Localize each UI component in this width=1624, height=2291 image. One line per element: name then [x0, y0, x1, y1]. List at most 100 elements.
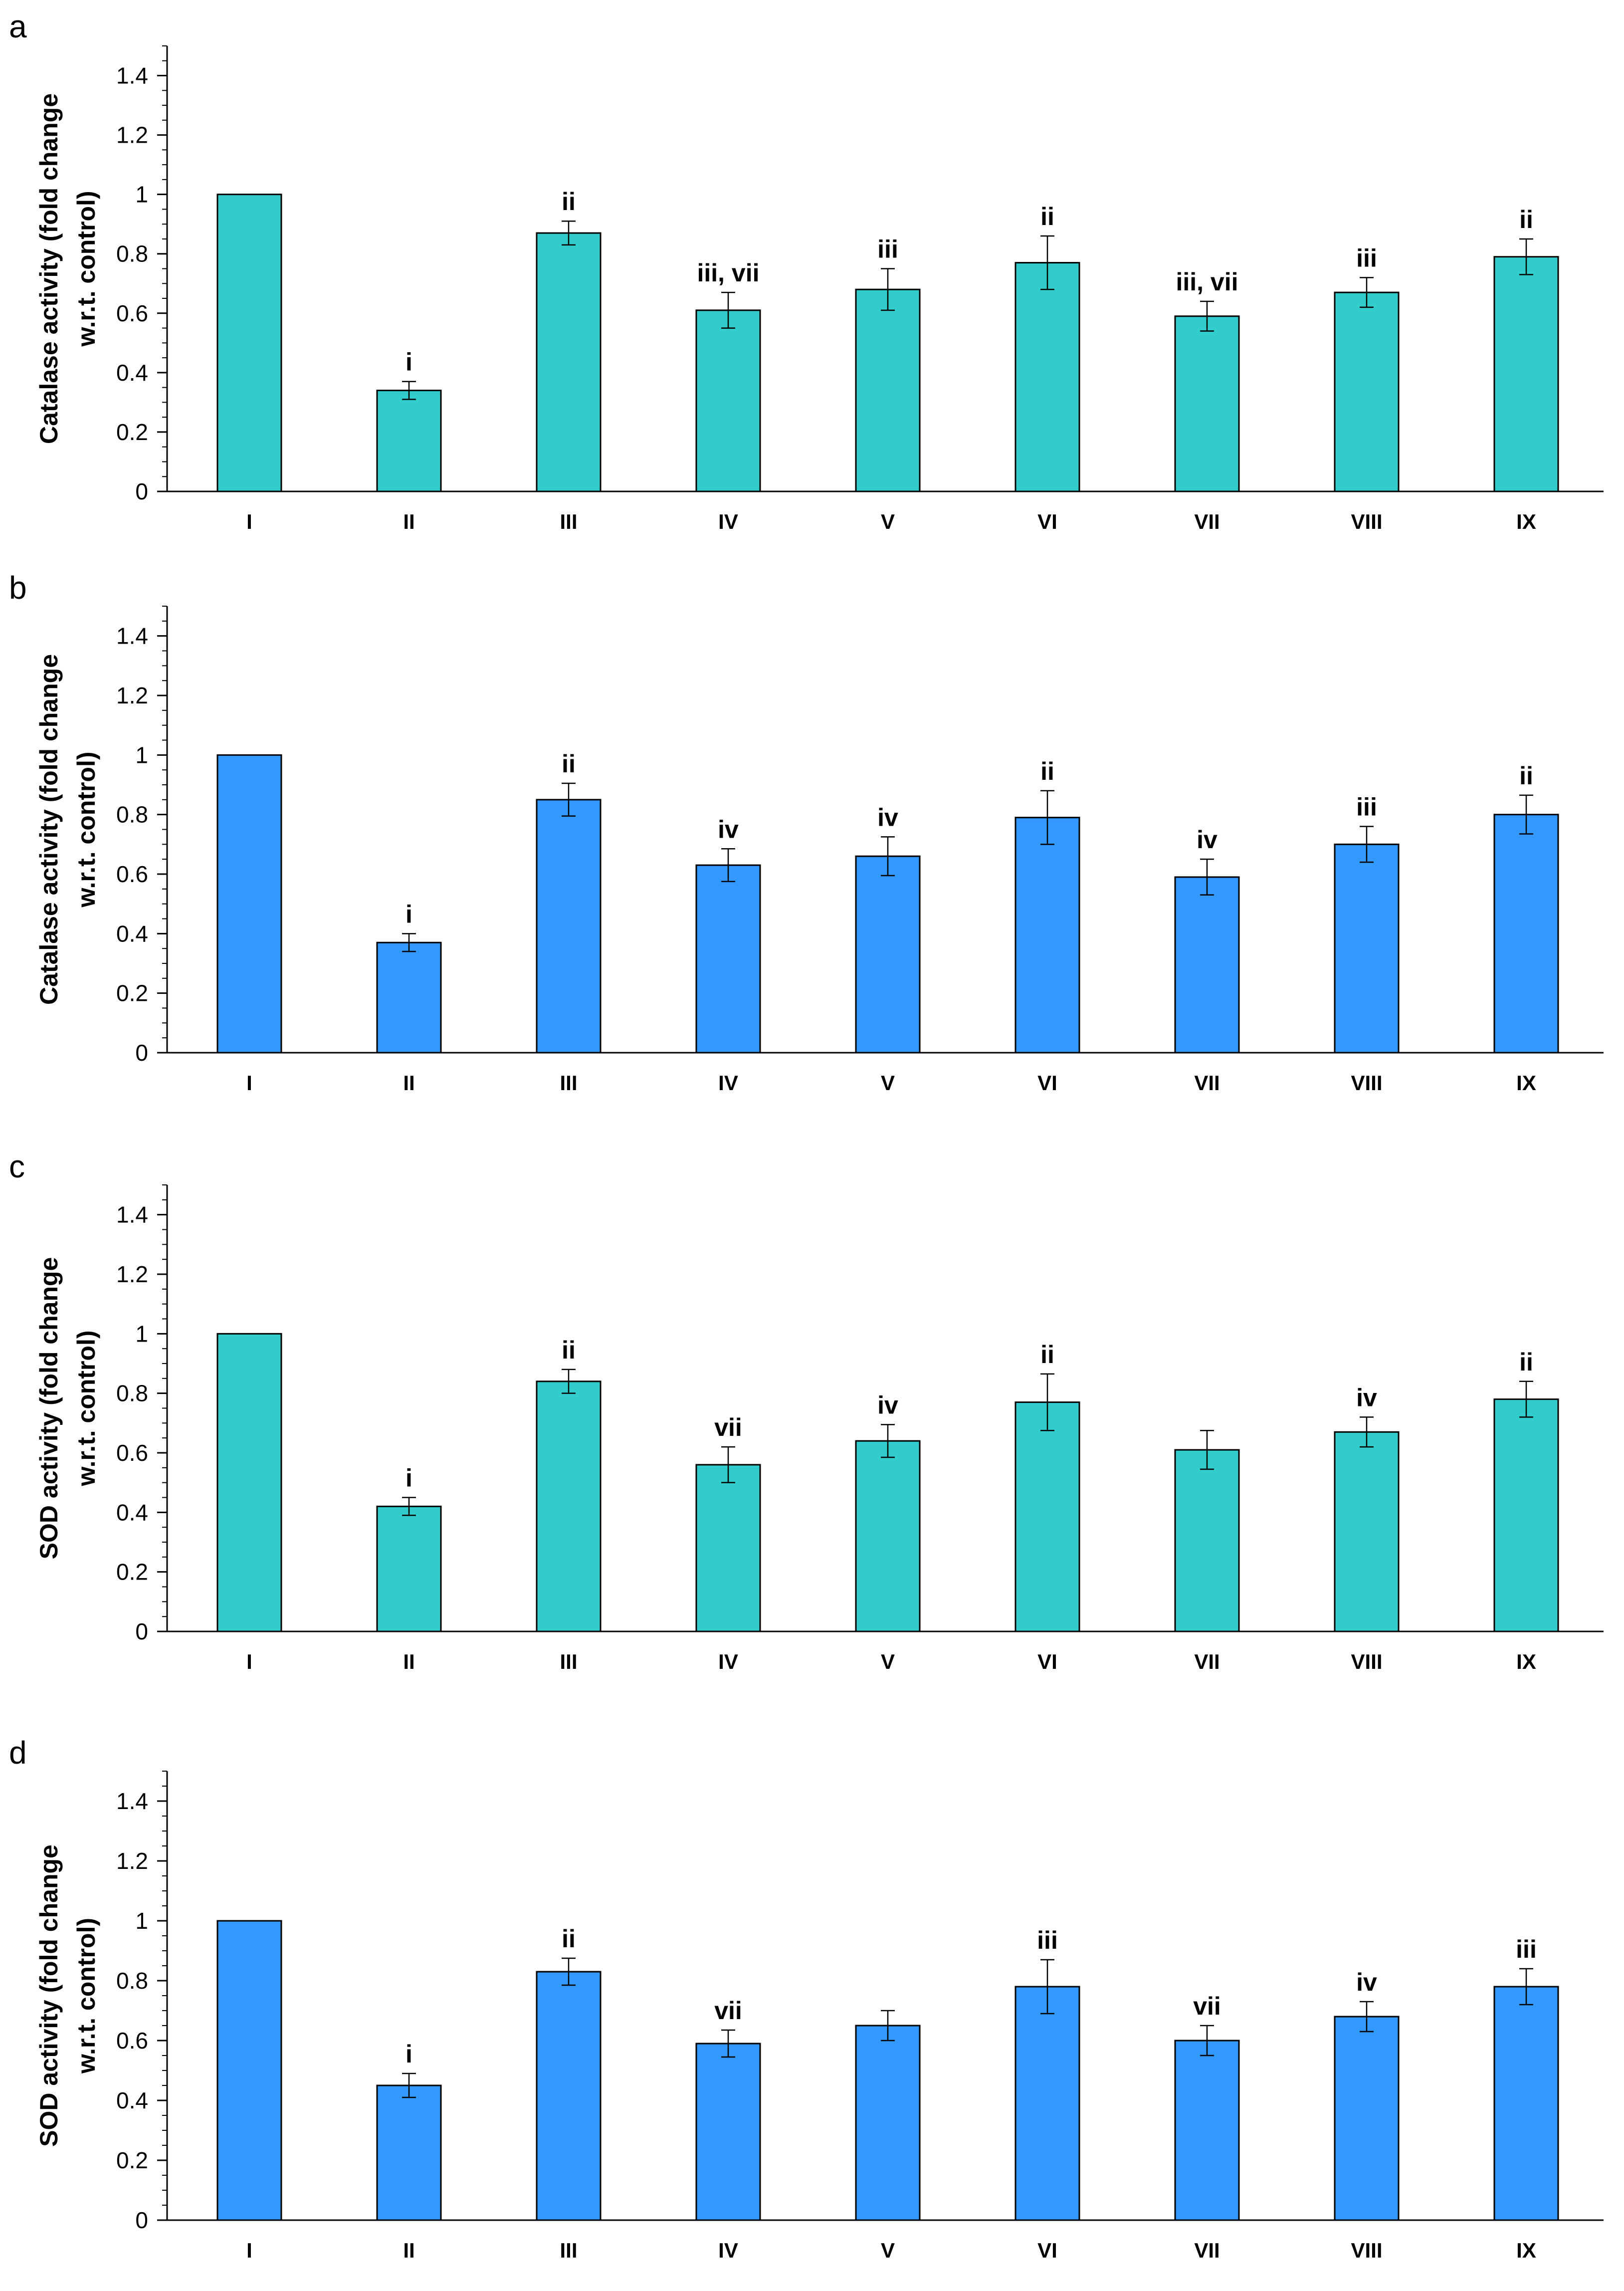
bar — [1334, 2016, 1400, 2221]
bar — [1334, 1431, 1400, 1632]
y-tick-label: 1.2 — [116, 1848, 148, 1874]
bar — [536, 1971, 602, 2221]
y-tick-label: 1 — [135, 742, 148, 768]
bar — [695, 1464, 761, 1632]
category-label: III — [560, 510, 577, 533]
category-label: II — [403, 1650, 414, 1673]
category-label: VIII — [1351, 2239, 1382, 2262]
bar — [376, 1505, 442, 1632]
significance-label: ii — [1040, 1341, 1054, 1369]
category-label: I — [246, 2239, 252, 2262]
category-label: VIII — [1351, 1650, 1382, 1673]
bar — [1493, 256, 1559, 492]
bar — [1015, 262, 1080, 492]
y-tick-label: 0.4 — [116, 2087, 148, 2113]
significance-label: ii — [1519, 1348, 1533, 1376]
category-label: III — [560, 1650, 577, 1673]
chart-panel-a: a 0 0.2 0.4 0.6 0.8 1 1.2 1.4 Catalase activity (… — [9, 8, 1604, 533]
y-tick-label: 0.8 — [116, 802, 148, 828]
category-label: IV — [718, 1650, 738, 1673]
y-tick-label: 1.4 — [116, 63, 148, 89]
y-tick-label: 0.8 — [116, 241, 148, 267]
significance-label: i — [406, 1464, 412, 1492]
category-label: VII — [1194, 510, 1219, 533]
y-tick-label: 0.2 — [116, 980, 148, 1006]
category-label: V — [881, 510, 895, 533]
category-label: IX — [1516, 1650, 1536, 1673]
panel-letter: d — [9, 1735, 27, 1771]
y-axis-label: Catalase activity (fold change — [35, 93, 63, 444]
bar — [1174, 876, 1240, 1054]
bar — [1334, 843, 1400, 1054]
bar — [1493, 1986, 1559, 2221]
panel-letter: a — [9, 8, 27, 44]
y-tick-label: 0.6 — [116, 300, 148, 326]
bar — [216, 194, 282, 492]
category-label: VIII — [1351, 510, 1382, 533]
significance-label: vii — [714, 1413, 742, 1441]
y-tick-label: 0 — [135, 1040, 148, 1066]
y-tick-label: 0.4 — [116, 1499, 148, 1525]
category-label: IX — [1516, 1071, 1536, 1095]
significance-label: iii — [877, 235, 898, 263]
significance-label: ii — [1040, 203, 1054, 230]
bar — [536, 799, 602, 1054]
chart-panel-b: b 0 0.2 0.4 0.6 0.8 1 1.2 1.4 Catalase activity (… — [9, 570, 1604, 1095]
significance-label: vii — [1193, 1992, 1221, 2020]
category-label: III — [560, 2239, 577, 2262]
bar — [1015, 817, 1080, 1054]
bar — [695, 2043, 761, 2221]
bar — [536, 1380, 602, 1632]
bar — [855, 288, 921, 492]
y-tick-label: 0 — [135, 1618, 148, 1644]
category-label: VII — [1194, 1650, 1219, 1673]
y-tick-label: 0.2 — [116, 2147, 148, 2173]
bar — [376, 2084, 442, 2221]
bar — [536, 232, 602, 492]
significance-label: ii — [1040, 757, 1054, 785]
category-label: VIII — [1351, 1071, 1382, 1095]
significance-label: iii — [1037, 1926, 1058, 1954]
y-tick-label: 1.2 — [116, 683, 148, 708]
category-label: II — [403, 2239, 414, 2262]
y-tick-label: 0.8 — [116, 1380, 148, 1406]
significance-label: iv — [718, 815, 739, 843]
y-tick-label: 0.2 — [116, 1559, 148, 1585]
significance-label: iv — [1356, 1383, 1377, 1411]
significance-label: vii — [714, 1997, 742, 2025]
y-axis-label: SOD activity (fold change — [35, 1844, 63, 2147]
significance-label: iv — [877, 1391, 898, 1419]
significance-label: iv — [1356, 1968, 1377, 1996]
significance-label: iii — [1356, 793, 1377, 821]
bar — [1015, 1401, 1080, 1632]
category-label: V — [881, 2239, 895, 2262]
chart-panel-d: d 0 0.2 0.4 0.6 0.8 1 1.2 1.4 SOD activity (fold … — [9, 1735, 1604, 2262]
y-axis-label: w.r.t. control) — [72, 1330, 100, 1486]
bar — [1015, 1986, 1080, 2221]
y-tick-label: 0 — [135, 2207, 148, 2233]
panel-letter: b — [9, 570, 27, 606]
y-tick-label: 1.2 — [116, 122, 148, 148]
bar — [1174, 315, 1240, 492]
y-tick-label: 0.6 — [116, 2028, 148, 2054]
bar — [216, 1333, 282, 1632]
category-label: VI — [1037, 1650, 1057, 1673]
y-tick-label: 0.8 — [116, 1968, 148, 1994]
category-label: IV — [718, 510, 738, 533]
panel-letter: c — [9, 1148, 25, 1184]
y-tick-label: 1.4 — [116, 1788, 148, 1814]
category-label: II — [403, 1071, 414, 1095]
y-axis-label: w.r.t. control) — [72, 751, 100, 908]
category-label: V — [881, 1071, 895, 1095]
category-label: V — [881, 1650, 895, 1673]
y-tick-label: 1 — [135, 1321, 148, 1347]
category-label: III — [560, 1071, 577, 1095]
bar — [216, 754, 282, 1054]
significance-label: iv — [1197, 826, 1218, 854]
category-label: IV — [718, 1071, 738, 1095]
y-tick-label: 0.6 — [116, 1440, 148, 1466]
y-tick-label: 0.4 — [116, 360, 148, 386]
y-tick-label: 0.4 — [116, 920, 148, 946]
y-axis-label: w.r.t. control) — [72, 191, 100, 347]
